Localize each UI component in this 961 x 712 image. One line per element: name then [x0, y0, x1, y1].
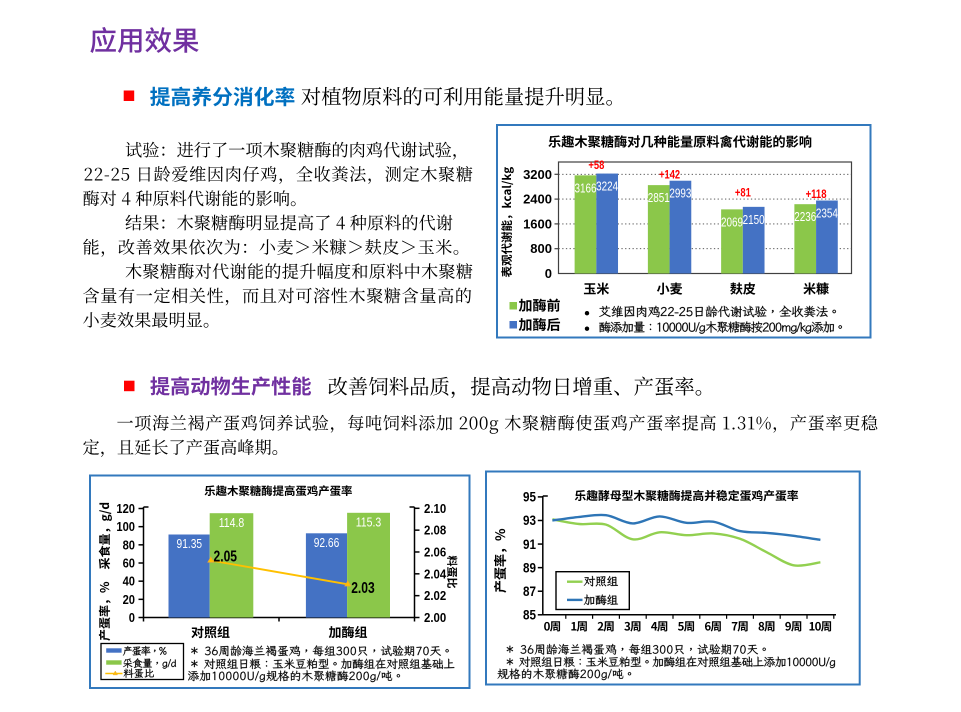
svg-text:114.8: 114.8 — [219, 515, 245, 530]
svg-text:2.00: 2.00 — [424, 611, 446, 625]
svg-text:91.35: 91.35 — [177, 536, 203, 551]
svg-text:2.05: 2.05 — [214, 549, 238, 566]
svg-text:93: 93 — [523, 513, 536, 528]
svg-text:2851: 2851 — [648, 190, 670, 205]
svg-text:2.04: 2.04 — [424, 567, 446, 581]
svg-text:40: 40 — [123, 575, 135, 589]
svg-text:85: 85 — [523, 608, 536, 623]
svg-text:1600: 1600 — [523, 216, 552, 231]
svg-text:95: 95 — [523, 490, 536, 505]
svg-text:2.02: 2.02 — [424, 589, 446, 603]
svg-text:89: 89 — [523, 560, 536, 575]
svg-text:2.10: 2.10 — [424, 502, 446, 516]
svg-text:+81: +81 — [735, 187, 751, 199]
svg-text:100: 100 — [116, 520, 135, 534]
svg-text:0: 0 — [545, 266, 552, 281]
svg-text:2236: 2236 — [794, 209, 816, 224]
svg-text:0: 0 — [129, 611, 135, 625]
svg-text:2.06: 2.06 — [424, 545, 446, 559]
svg-text:2150: 2150 — [743, 212, 765, 227]
svg-text:800: 800 — [530, 241, 552, 256]
svg-text:92.66: 92.66 — [314, 535, 340, 550]
svg-text:2.08: 2.08 — [424, 524, 446, 538]
svg-text:20: 20 — [123, 593, 135, 607]
svg-text:+58: +58 — [588, 160, 604, 172]
svg-text:80: 80 — [123, 538, 135, 552]
svg-text:2400: 2400 — [523, 192, 552, 207]
svg-text:3200: 3200 — [523, 167, 552, 182]
svg-text:87: 87 — [523, 584, 536, 599]
svg-text:60: 60 — [123, 557, 135, 571]
svg-text:120: 120 — [116, 502, 135, 516]
svg-text:+142: +142 — [659, 170, 680, 182]
svg-text:2069: 2069 — [721, 214, 743, 229]
svg-text:2.03: 2.03 — [351, 580, 375, 597]
svg-text:115.3: 115.3 — [356, 515, 382, 530]
svg-text:+118: +118 — [806, 189, 827, 201]
svg-text:3166: 3166 — [574, 180, 596, 195]
svg-text:3224: 3224 — [596, 179, 618, 194]
svg-text:2354: 2354 — [816, 206, 838, 221]
svg-text:2993: 2993 — [669, 186, 691, 201]
svg-text:91: 91 — [523, 537, 536, 552]
